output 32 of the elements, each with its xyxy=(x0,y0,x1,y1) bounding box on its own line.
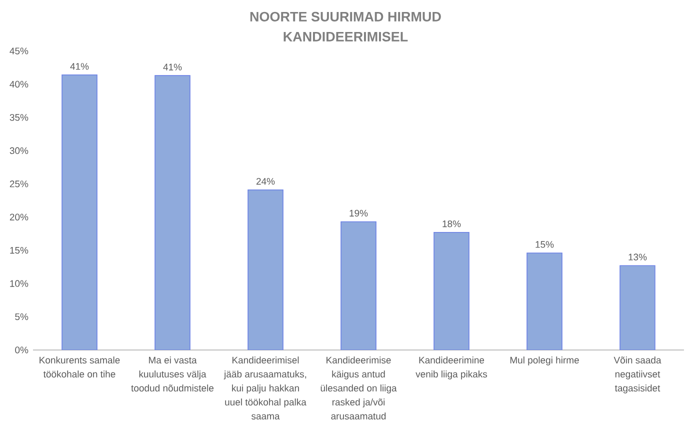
data-label: 41% xyxy=(163,64,182,70)
bar xyxy=(620,265,656,350)
y-tick-label: 30% xyxy=(10,147,28,154)
data-label: 13% xyxy=(628,254,647,260)
data-label: 18% xyxy=(442,220,461,228)
bar xyxy=(62,74,98,350)
y-tick-label: 10% xyxy=(10,280,28,287)
y-tick-label: 15% xyxy=(10,246,28,254)
x-tick-label: Ma ei vasta kuulutuses välja toodud nõudmistele xyxy=(131,356,214,392)
y-tick-label: 0% xyxy=(15,346,28,354)
y-tick-label: 35% xyxy=(10,114,28,121)
x-tick-label: Võin saada negatiivset tagasisidet xyxy=(614,356,662,394)
bar xyxy=(434,232,470,350)
x-tick-label: Kandideerimine venib liiga pikaks xyxy=(416,356,488,380)
data-label: 24% xyxy=(256,178,275,185)
x-tick-label: Kandideerimisel jääb arusaamatuks, kui palju hakkan uuel töökohal palka saama xyxy=(224,356,306,420)
x-tick-label: Kandideerimise käigus antud ülesanded on liiga rasked ja/või arusaamatud xyxy=(320,356,397,420)
data-label: 41% xyxy=(70,63,89,70)
y-tick-label: 25% xyxy=(10,180,28,188)
y-tick-label: 5% xyxy=(15,313,28,320)
x-tick-label: Mul polegi hirme xyxy=(510,356,579,366)
data-label: 15% xyxy=(536,241,554,248)
bar xyxy=(248,189,284,350)
data-label: 19% xyxy=(350,210,368,217)
y-tick-label: 20% xyxy=(10,214,28,220)
x-tick-label: Konkurents samale töökohale on tihe xyxy=(40,356,120,378)
chart-title: NOORTE SUURIMAD HIRMUD KANDIDEERIMISEL xyxy=(250,12,441,42)
y-tick-label: 40% xyxy=(10,80,28,88)
bar xyxy=(154,75,190,350)
bar xyxy=(526,252,562,350)
bar xyxy=(340,221,376,350)
y-tick-label: 45% xyxy=(10,48,28,54)
